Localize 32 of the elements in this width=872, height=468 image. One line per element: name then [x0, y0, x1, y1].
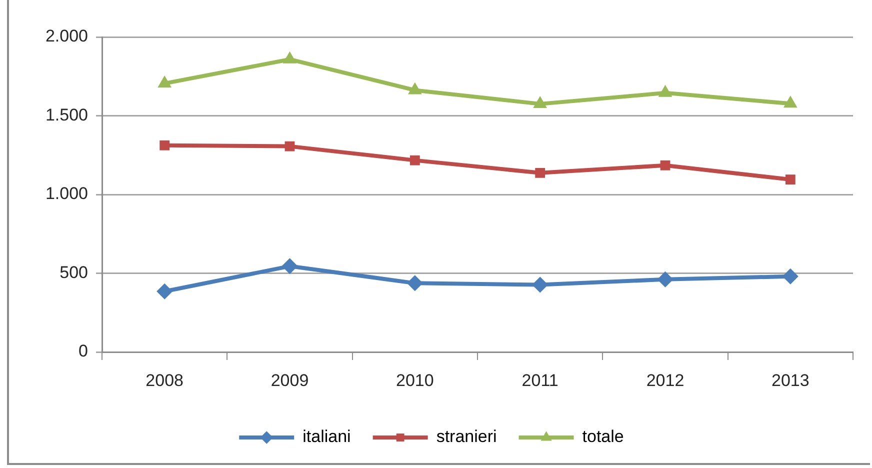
point: [160, 140, 170, 150]
point: [282, 258, 298, 274]
point: [785, 174, 796, 184]
y-tick-label: 500: [60, 262, 88, 282]
x-tick-label: 2011: [522, 370, 558, 390]
x-tick-label: 2008: [146, 370, 184, 390]
y-tick-label: 1.000: [45, 184, 88, 204]
x-tick-label: 2010: [396, 370, 434, 390]
y-tick-label: 0: [78, 342, 88, 361]
point: [660, 160, 670, 170]
point: [410, 155, 420, 166]
point: [408, 82, 422, 94]
x-tick-label: 2013: [772, 370, 810, 390]
point: [282, 51, 297, 64]
point: [535, 168, 546, 178]
point: [284, 141, 295, 152]
point: [532, 276, 548, 293]
legend-label: italiani: [302, 427, 351, 446]
point: [406, 275, 423, 292]
point: [783, 96, 798, 108]
point: [533, 96, 548, 108]
y-tick-label: 2.000: [45, 26, 88, 46]
point: [658, 84, 672, 97]
x-tick-label: 2012: [646, 370, 684, 390]
x-tick-label: 2009: [270, 370, 309, 390]
point: [782, 268, 798, 284]
point: [158, 75, 172, 88]
point: [156, 283, 173, 300]
point: [657, 271, 674, 288]
y-tick-label: 1.500: [45, 105, 88, 124]
legend-label: totale: [582, 427, 624, 446]
legend-label: stranieri: [436, 427, 497, 446]
